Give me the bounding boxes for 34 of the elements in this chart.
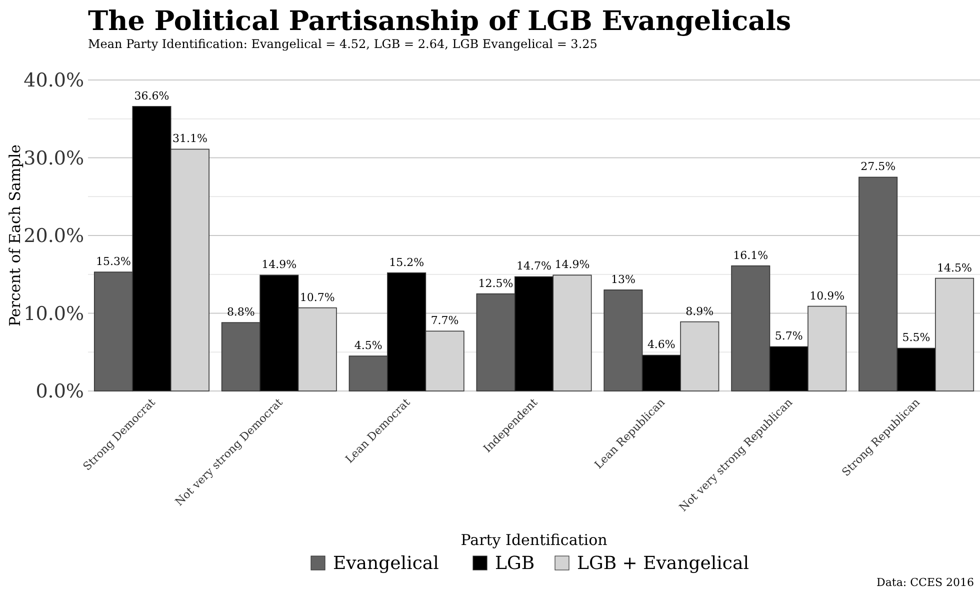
y-tick-label: 0.0% xyxy=(36,380,84,403)
data-label: 12.5% xyxy=(478,276,514,290)
legend-label: LGB xyxy=(495,553,535,574)
y-tick-label: 20.0% xyxy=(24,225,84,248)
x-axis-title: Party Identification xyxy=(460,531,608,549)
y-axis-title: Percent of Each Sample xyxy=(6,144,24,326)
data-label: 31.1% xyxy=(172,132,208,146)
legend-label: LGB + Evangelical xyxy=(577,553,750,574)
data-label: 36.6% xyxy=(134,89,170,102)
data-label: 5.5% xyxy=(902,331,930,344)
y-tick-label: 40.0% xyxy=(24,70,84,92)
data-label: 4.5% xyxy=(354,339,382,352)
legend-label: Evangelical xyxy=(333,553,440,574)
data-label: 13% xyxy=(610,272,636,286)
text: Data: CCES 2016 xyxy=(876,576,974,589)
data-label: 14.9% xyxy=(262,258,297,272)
data-label: 10.9% xyxy=(810,289,845,302)
chart-subtitle: Mean Party Identification: Evangelical = 4.52, LGB = 2.64, LGB Evangelical = 3.25 xyxy=(88,37,598,51)
data-label: 4.6% xyxy=(647,338,676,352)
data-label: 8.9% xyxy=(686,304,714,318)
data-label: 7.7% xyxy=(430,314,459,328)
data-label: 15.2% xyxy=(389,256,424,269)
chart-title: The Political Partisanship of LGB Evangelicals xyxy=(88,6,792,37)
data-label: 27.5% xyxy=(860,160,896,174)
data-label: 14.7% xyxy=(516,260,552,273)
data-label: 14.5% xyxy=(937,261,972,274)
data-label: 10.7% xyxy=(300,290,335,304)
data-label: 14.9% xyxy=(554,258,590,272)
data-label: 16.1% xyxy=(733,248,768,262)
data-label: 5.7% xyxy=(774,330,803,343)
y-tick-label: 30.0% xyxy=(24,147,84,170)
y-tick-label: 10.0% xyxy=(24,302,84,325)
data-label: 8.8% xyxy=(226,306,255,319)
data-label: 15.3% xyxy=(96,255,131,268)
